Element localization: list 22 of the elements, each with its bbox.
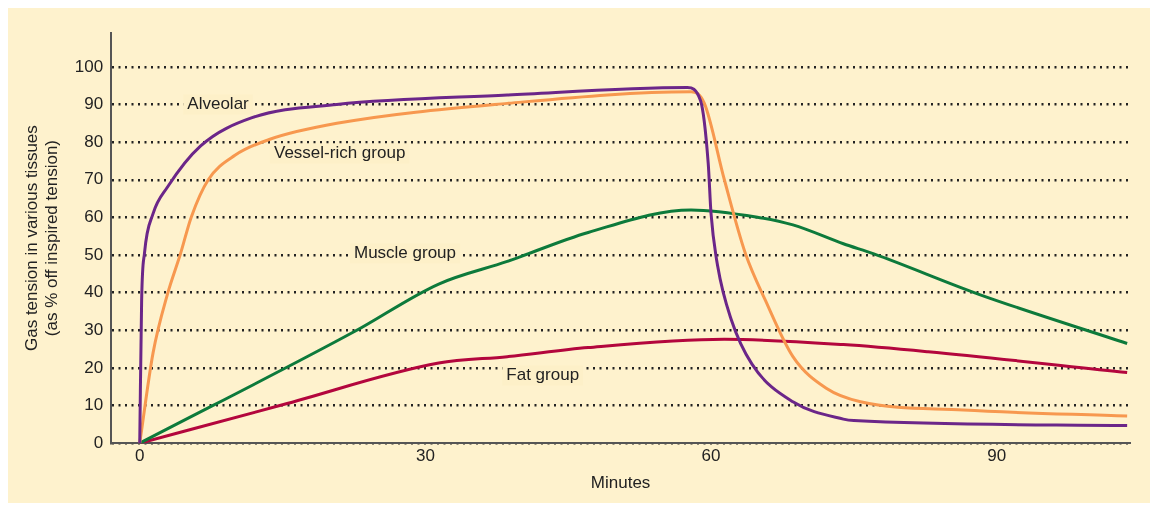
y-tick-label: 70 [84, 169, 104, 189]
y-tick-label: 30 [84, 319, 104, 339]
y-tick-label: 10 [84, 395, 104, 415]
series-label: Fat group [506, 365, 580, 385]
y-tick-label: 90 [84, 94, 104, 114]
line-series [138, 208, 1129, 444]
series-label: Alveolar [187, 94, 250, 114]
y-tick-label: 20 [84, 357, 104, 377]
x-tick-label: 30 [415, 446, 435, 466]
series-label: Muscle group [353, 242, 457, 262]
y-tick-label: 100 [74, 56, 104, 76]
series-label: Vessel-rich group [273, 143, 406, 163]
y-tick-label: 60 [84, 207, 104, 227]
y-tick-label: 80 [84, 131, 104, 151]
x-tick-label: 0 [134, 446, 145, 466]
y-tick-label: 0 [93, 432, 104, 452]
x-axis-title: Minutes [590, 473, 651, 493]
x-tick-label: 60 [701, 446, 721, 466]
x-tick-label: 90 [987, 446, 1007, 466]
y-tick-label: 50 [84, 244, 104, 264]
y-tick-label: 40 [84, 282, 104, 302]
y-axis-title: Gas tension in various tissues (as % off inspired tension) [21, 125, 62, 352]
